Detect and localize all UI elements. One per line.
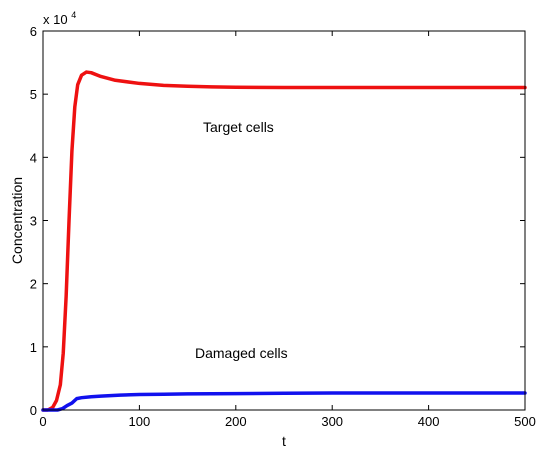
y-axis-multiplier: x 10 4 — [43, 10, 76, 27]
x-tick-label: 400 — [418, 414, 440, 429]
x-tick-label: 500 — [514, 414, 536, 429]
y-tick-label: 3 — [30, 214, 37, 229]
y-tick-label: 0 — [30, 403, 37, 418]
annotation-damaged-cells: Damaged cells — [195, 345, 288, 361]
y-axis-label: Concentration — [9, 177, 25, 264]
y-tick-label: 2 — [30, 277, 37, 292]
x-axis-label: t — [282, 433, 286, 449]
series-layer — [41, 70, 527, 412]
tick-layer: 0 100 200 300 400 500 0 1 2 3 4 5 6 — [30, 24, 536, 429]
x-tick-label: 100 — [129, 414, 151, 429]
y-multiplier-exponent: 4 — [71, 10, 76, 20]
y-tick-label: 6 — [30, 24, 37, 39]
x-tick-label: 0 — [39, 414, 46, 429]
y-tick-label: 5 — [30, 87, 37, 102]
x-tick-label: 200 — [225, 414, 247, 429]
y-tick-label: 4 — [30, 150, 37, 165]
x-tick-label: 300 — [321, 414, 343, 429]
series-line-target-cells — [41, 70, 527, 412]
annotation-target-cells: Target cells — [203, 119, 274, 135]
series-line-damaged-cells — [41, 391, 527, 412]
y-multiplier-base: x 10 — [43, 12, 68, 27]
y-tick-label: 1 — [30, 340, 37, 355]
